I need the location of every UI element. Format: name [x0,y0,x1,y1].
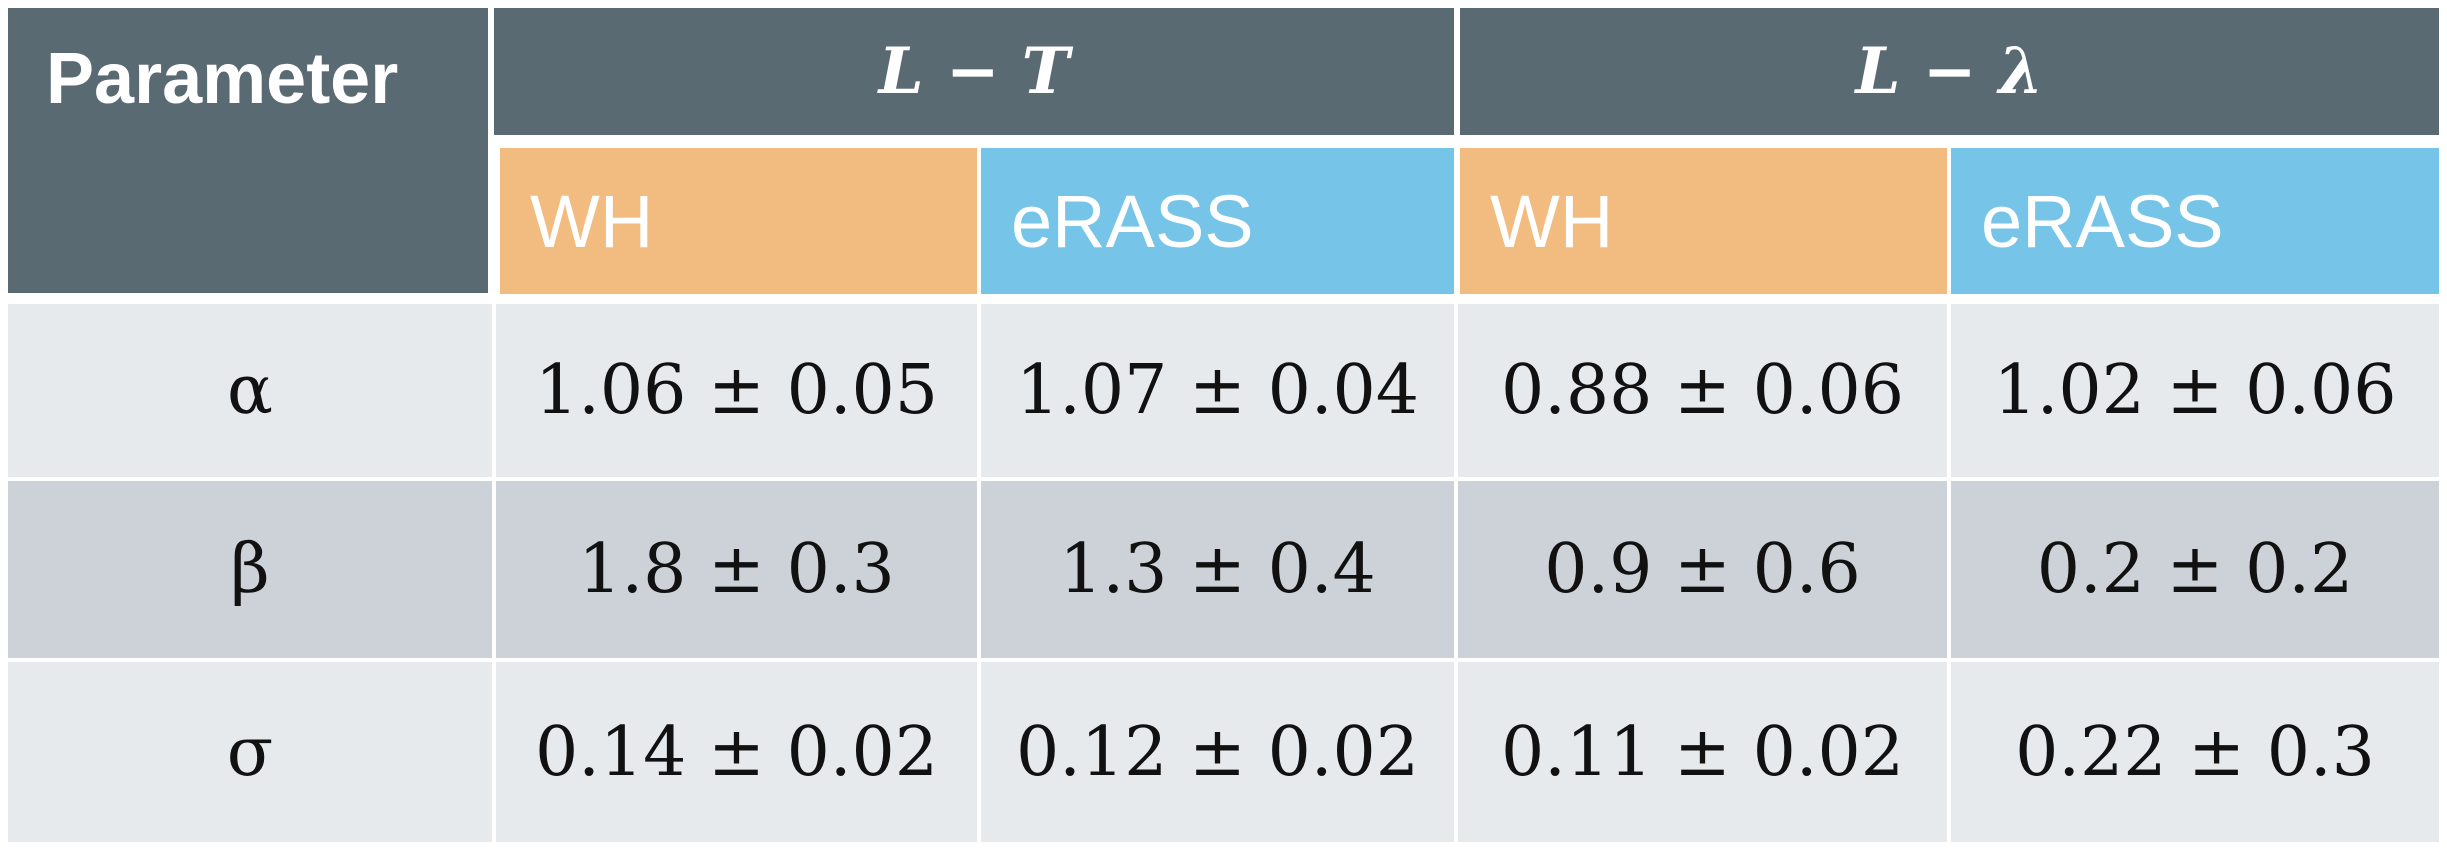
cell-value: 1.06 ± 0.05 [534,351,939,430]
parameter-header-label: Parameter [46,39,399,119]
subheader-erass-llambda-label: eRASS [1981,179,2224,263]
subheader-wh-lt-label: WH [530,179,654,263]
param-beta: β [230,530,270,609]
subheader-wh-lt: WH [500,148,977,294]
table-cell: 0.12 ± 0.02 [981,662,1454,842]
subheader-erass-lt-label: eRASS [1011,179,1254,263]
table-cell: 1.3 ± 0.4 [981,481,1454,658]
table-cell: 1.07 ± 0.04 [981,304,1454,477]
parameter-header: Parameter [8,8,488,293]
cell-value: 0.2 ± 0.2 [2036,530,2354,609]
param-sigma: σ [226,712,274,792]
cell-value: 0.14 ± 0.02 [534,712,939,792]
table-cell: 1.02 ± 0.06 [1951,304,2439,477]
table-cell: 0.22 ± 0.3 [1951,662,2439,842]
group-header-l-lambda-label: L − λ [1855,34,2044,109]
table-cell: 1.8 ± 0.3 [496,481,977,658]
row-alpha-param: α [8,304,492,477]
subheader-erass-llambda: eRASS [1951,148,2439,294]
table-cell: 0.14 ± 0.02 [496,662,977,842]
table-cell: 0.2 ± 0.2 [1951,481,2439,658]
cell-value: 0.12 ± 0.02 [1015,712,1420,792]
group-header-l-lambda: L − λ [1460,8,2439,135]
table-cell: 0.11 ± 0.02 [1458,662,1947,842]
cell-value: 0.88 ± 0.06 [1500,351,1905,430]
row-beta-param: β [8,481,492,658]
param-alpha: α [227,351,273,430]
table-cell: 1.06 ± 0.05 [496,304,977,477]
group-header-l-t: L − T [494,8,1454,135]
subheader-wh-llambda: WH [1460,148,1947,294]
cell-value: 0.11 ± 0.02 [1500,712,1905,792]
cell-value: 1.8 ± 0.3 [578,530,895,609]
subheader-wh-llambda-label: WH [1490,179,1614,263]
cell-value: 1.02 ± 0.06 [1993,351,2397,430]
table-cell: 0.9 ± 0.6 [1458,481,1947,658]
cell-value: 0.9 ± 0.6 [1544,530,1861,609]
row-sigma-param: σ [8,662,492,842]
cell-value: 1.3 ± 0.4 [1059,530,1376,609]
cell-value: 1.07 ± 0.04 [1015,351,1420,430]
table-cell: 0.88 ± 0.06 [1458,304,1947,477]
cell-value: 0.22 ± 0.3 [2015,712,2375,792]
group-header-l-t-label: L − T [878,34,1070,109]
subheader-erass-lt: eRASS [981,148,1454,294]
